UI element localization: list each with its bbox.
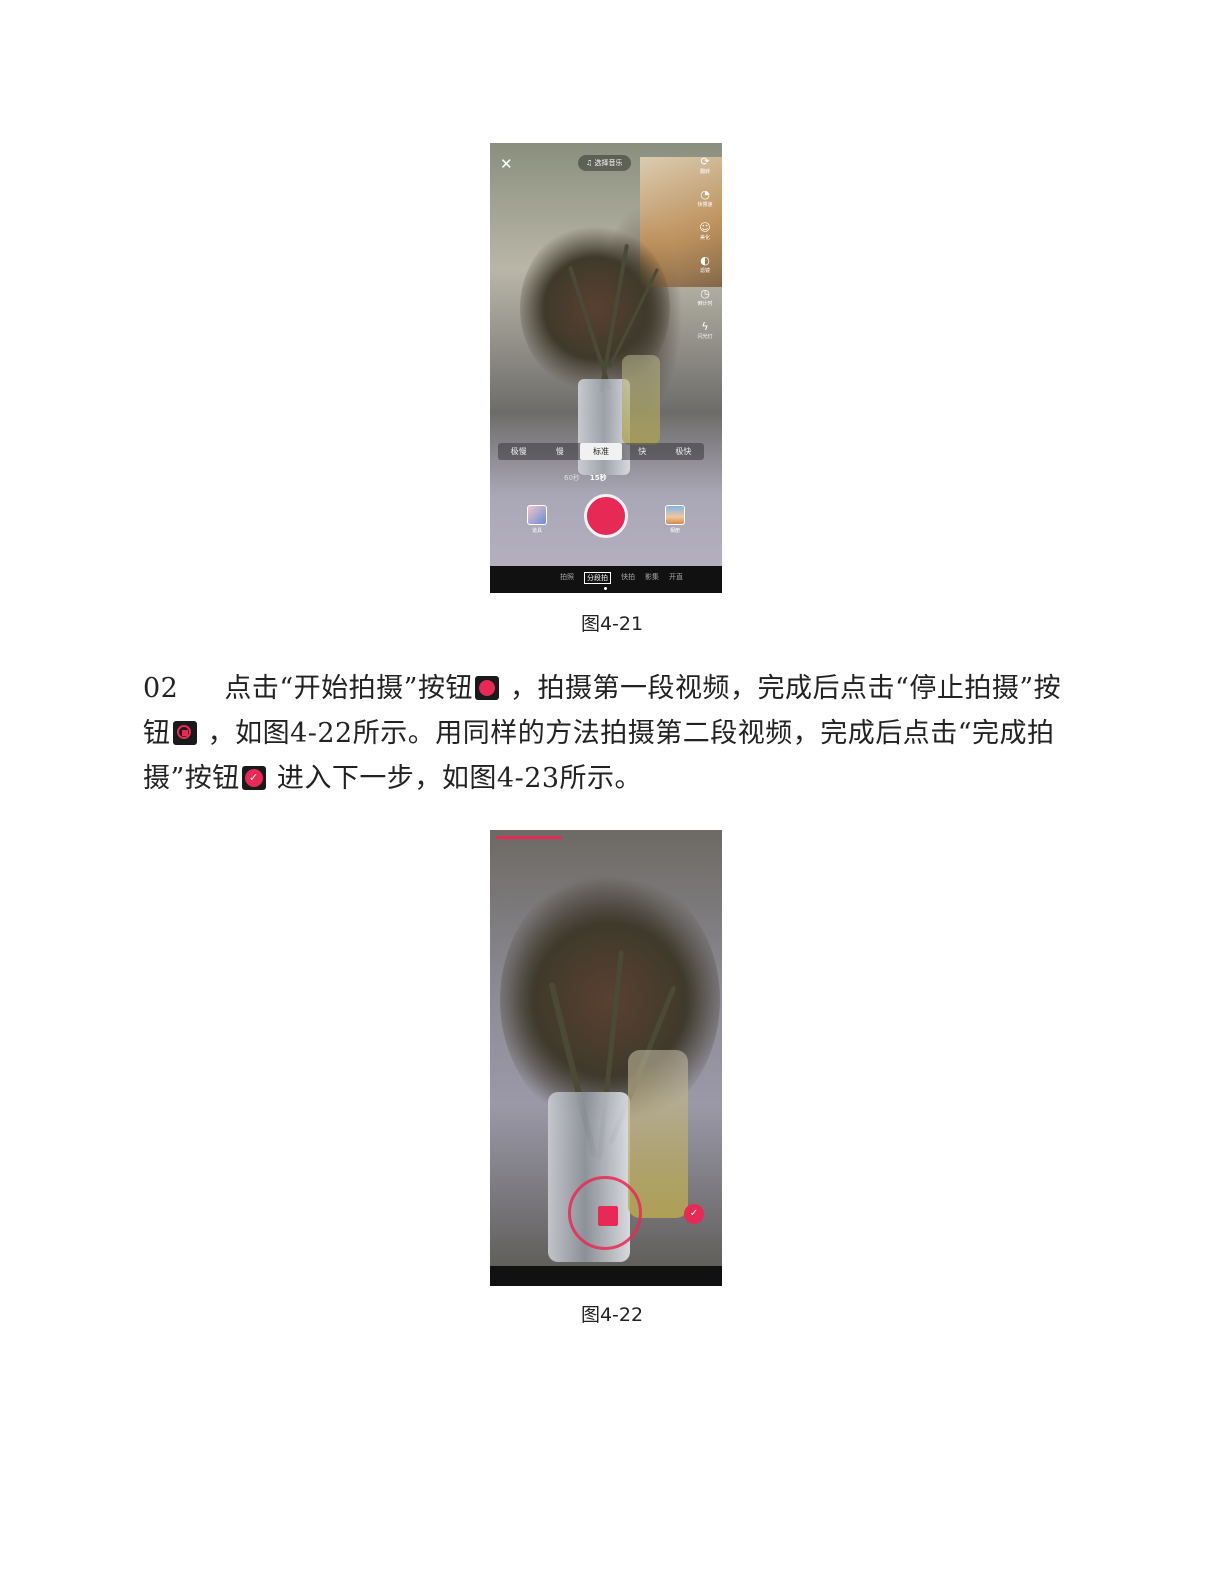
filter-icon: ◐: [700, 254, 710, 267]
speed-option-very-fast[interactable]: 极快: [675, 447, 692, 456]
side-tool-label: 倒计时: [697, 301, 713, 307]
speed-button[interactable]: ◔ 快慢速: [692, 188, 718, 208]
tab-album[interactable]: 影集: [645, 573, 659, 581]
tab-segment-shoot[interactable]: 分段拍: [584, 572, 611, 584]
beauty-button[interactable]: ☺ 美化: [692, 221, 718, 241]
props-button[interactable]: 道具: [526, 505, 548, 534]
speed-option-very-slow[interactable]: 极慢: [510, 447, 527, 456]
flash-button[interactable]: ϟ 闪光灯: [692, 320, 718, 340]
duration-selector: 60秒 15秒: [564, 473, 607, 483]
start-recording-button[interactable]: [584, 494, 628, 538]
beauty-icon: ☺: [699, 221, 711, 234]
step-number: 02: [143, 673, 179, 704]
recording-progress-fill: [496, 836, 562, 839]
tab-quick-shoot[interactable]: 快拍: [621, 573, 635, 581]
stop-recording-button[interactable]: [568, 1176, 642, 1250]
upload-button[interactable]: 相册: [664, 505, 686, 534]
mode-tab-bar: 拍照 分段拍 快拍 影集 开直: [490, 566, 722, 593]
flip-camera-icon: ⟳: [700, 155, 710, 168]
step-paragraph: 02 点击“开始拍摄”按钮 ，拍摄第一段视频，完成后点击“停止拍摄”按钮 ，如图4…: [143, 666, 1073, 801]
stop-button-icon: [172, 721, 197, 745]
speed-option-standard[interactable]: 标准: [580, 443, 622, 460]
timer-button[interactable]: ◷ 倒计时: [692, 287, 718, 307]
figure-4-21-screenshot: ✕ ♫ 选择音乐 ⟳ 翻转 ◔ 快慢速 ☺ 美化 ◐ 滤镜 ◷ 倒计时 ϟ 闪光…: [490, 143, 722, 593]
stop-icon: [598, 1206, 618, 1226]
paragraph-text: 点击“开始拍摄”按钮: [224, 673, 473, 704]
recording-progress-bar: [490, 830, 722, 839]
active-tab-indicator: [604, 587, 607, 590]
side-toolbar: ⟳ 翻转 ◔ 快慢速 ☺ 美化 ◐ 滤镜 ◷ 倒计时 ϟ 闪光灯: [692, 155, 718, 353]
select-music-button[interactable]: ♫ 选择音乐: [578, 155, 631, 171]
flash-icon: ϟ: [701, 320, 709, 333]
album-thumbnail-icon: [665, 505, 685, 525]
timer-icon: ◷: [700, 287, 710, 300]
checkmark-icon: ✓: [689, 1208, 699, 1219]
paragraph-text: ，拍摄第一段视频，完成后点击“停止拍摄”按钮: [143, 673, 1062, 749]
speed-icon: ◔: [700, 188, 710, 201]
flip-camera-button[interactable]: ⟳ 翻转: [692, 155, 718, 175]
close-icon[interactable]: ✕: [500, 155, 513, 173]
side-tool-label: 闪光灯: [697, 334, 713, 340]
side-tool-label: 滤镜: [699, 268, 710, 274]
speed-selector: 极慢 慢 标准 快 极快: [498, 443, 704, 460]
speed-option-slow[interactable]: 慢: [555, 447, 564, 456]
upload-label: 相册: [669, 528, 680, 534]
tab-photo[interactable]: 拍照: [560, 573, 574, 581]
done-button-icon: [241, 766, 266, 790]
speed-option-fast[interactable]: 快: [638, 447, 647, 456]
finish-recording-button[interactable]: ✓: [684, 1204, 704, 1224]
side-tool-label: 翻转: [699, 169, 710, 175]
side-tool-label: 快慢速: [697, 202, 713, 208]
paragraph-text: ，如图4-22所示。用同样的方法拍摄第二段视频，完成后点击“完成拍摄”按钮: [143, 718, 1055, 794]
paragraph-text: 进入下一步，如图4-23所示。: [267, 763, 643, 794]
figure-4-22-screenshot: ✓: [490, 830, 722, 1286]
figure-caption: 图4-21: [580, 613, 644, 635]
bottom-bar: [490, 1266, 722, 1286]
side-tool-label: 美化: [699, 235, 710, 241]
record-button-icon: [474, 676, 499, 700]
filter-button[interactable]: ◐ 滤镜: [692, 254, 718, 274]
figure-caption: 图4-22: [580, 1304, 644, 1326]
props-icon: [527, 505, 547, 525]
tab-live[interactable]: 开直: [669, 573, 683, 581]
duration-option-60s[interactable]: 60秒: [564, 474, 580, 482]
props-label: 道具: [531, 528, 542, 534]
duration-option-15s[interactable]: 15秒: [589, 474, 607, 482]
